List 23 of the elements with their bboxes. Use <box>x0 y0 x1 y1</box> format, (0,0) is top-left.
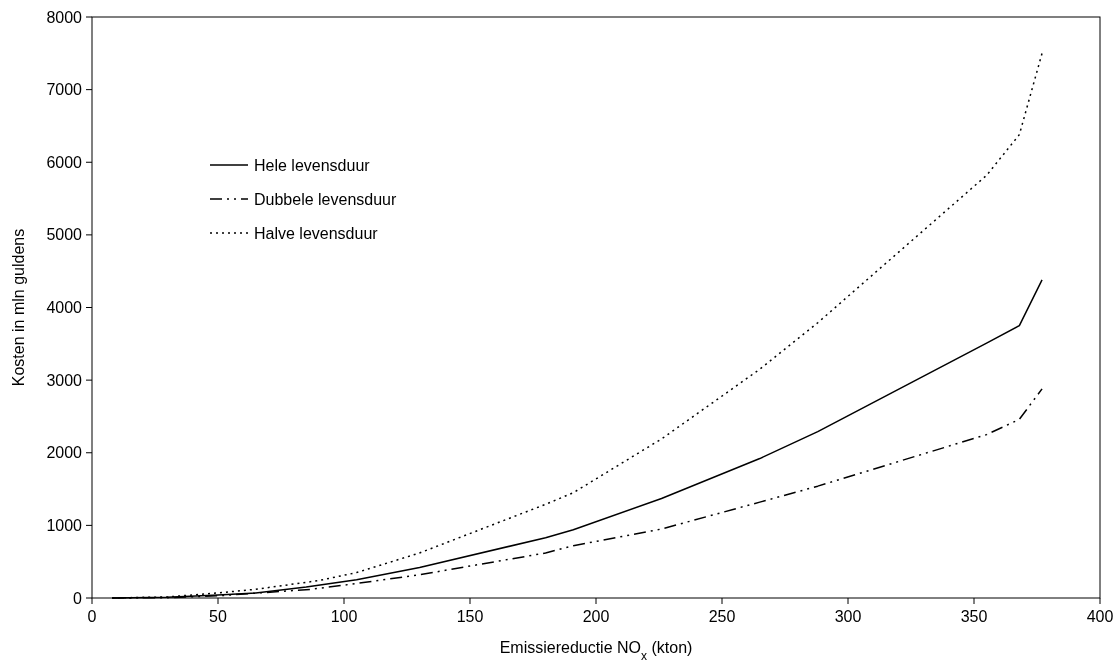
x-tick-label: 250 <box>708 608 736 625</box>
x-tick-label: 50 <box>209 608 227 625</box>
y-tick-label: 6000 <box>46 153 83 171</box>
y-tick-label: 1000 <box>46 516 83 534</box>
x-tick-label: 200 <box>582 608 610 625</box>
x-tick-label: 350 <box>960 608 988 625</box>
y-tick-label: 7000 <box>46 81 83 99</box>
y-tick-label: 4000 <box>46 299 83 317</box>
y-axis-title: Kosten in mln guldens <box>10 228 27 387</box>
y-tick-label: 8000 <box>46 8 83 26</box>
x-tick-label: 0 <box>87 608 97 625</box>
x-tick-label: 100 <box>330 608 358 625</box>
y-tick-label: 3000 <box>46 371 83 389</box>
x-tick-label: 150 <box>456 608 484 625</box>
x-tick-label: 300 <box>834 608 862 625</box>
y-tick-label: 5000 <box>46 226 83 244</box>
x-axis-title: Emissiereductie NO$_{x}$ (kton) <box>499 639 693 663</box>
x-tick-label: 400 <box>1086 608 1114 625</box>
legend-label: Hele levensduur <box>254 156 371 174</box>
legend-label: Halve levensduur <box>254 224 379 242</box>
y-tick-label: 0 <box>73 589 83 607</box>
y-tick-label: 2000 <box>46 444 83 462</box>
legend-label: Dubbele levensduur <box>254 190 397 208</box>
